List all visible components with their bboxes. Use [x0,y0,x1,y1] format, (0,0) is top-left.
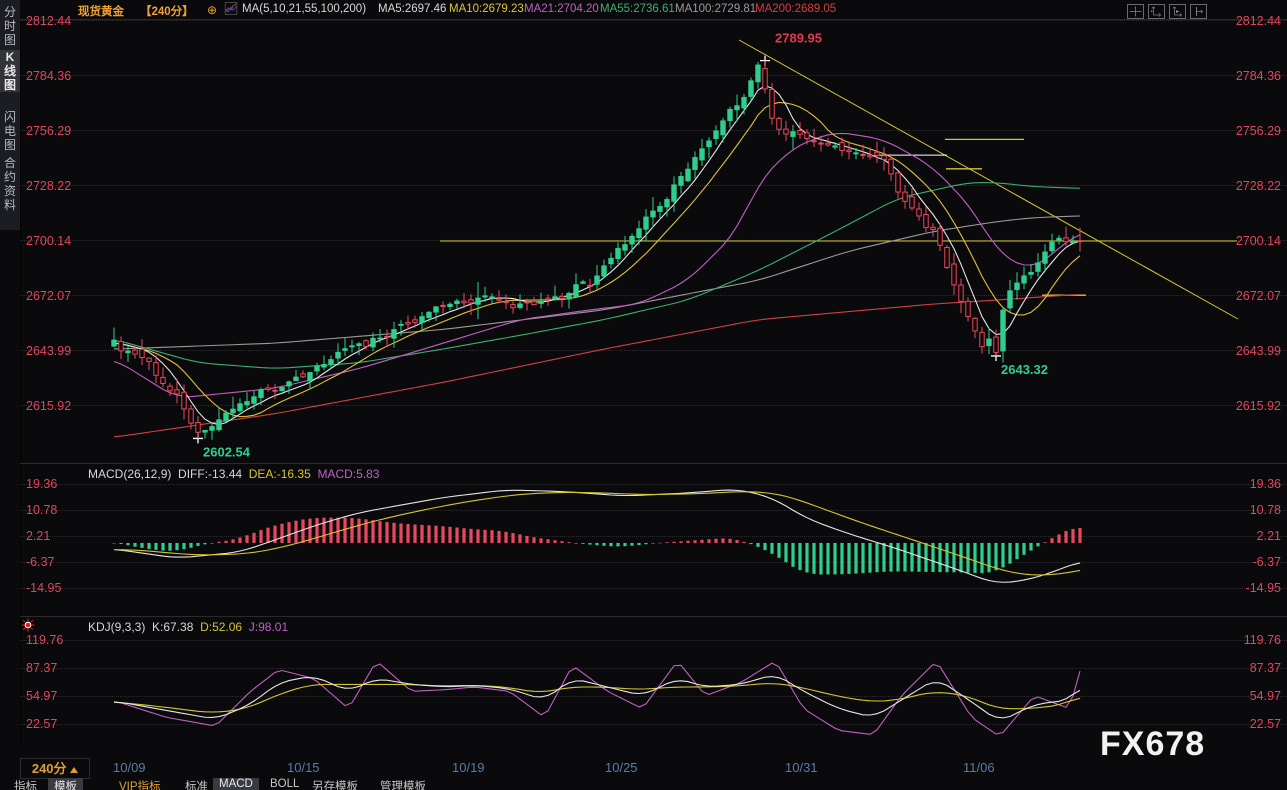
svg-text:2602.54: 2602.54 [203,444,251,459]
svg-text:2643.32: 2643.32 [1001,362,1048,377]
svg-text:2789.95: 2789.95 [775,31,822,46]
